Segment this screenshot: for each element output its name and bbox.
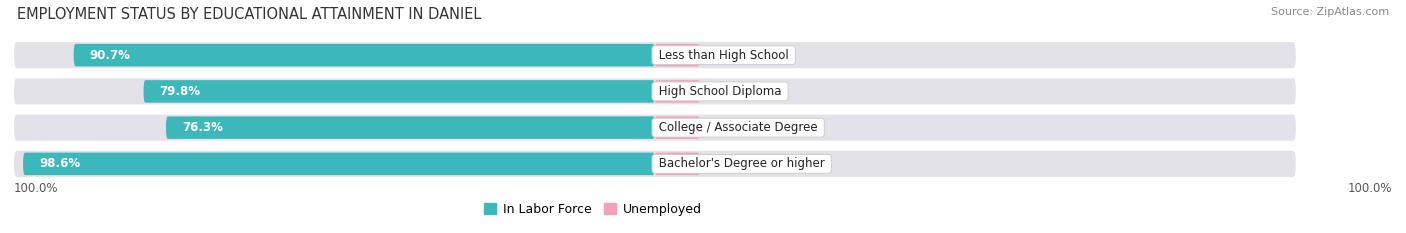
Text: College / Associate Degree: College / Associate Degree [655, 121, 821, 134]
FancyBboxPatch shape [14, 151, 1296, 177]
FancyBboxPatch shape [14, 42, 1296, 68]
FancyBboxPatch shape [14, 115, 1296, 141]
Legend: In Labor Force, Unemployed: In Labor Force, Unemployed [479, 198, 707, 221]
Text: Bachelor's Degree or higher: Bachelor's Degree or higher [655, 157, 828, 170]
FancyBboxPatch shape [143, 80, 655, 103]
Text: Less than High School: Less than High School [655, 49, 793, 62]
Text: EMPLOYMENT STATUS BY EDUCATIONAL ATTAINMENT IN DANIEL: EMPLOYMENT STATUS BY EDUCATIONAL ATTAINM… [17, 7, 481, 22]
Text: Source: ZipAtlas.com: Source: ZipAtlas.com [1271, 7, 1389, 17]
FancyBboxPatch shape [14, 78, 1296, 104]
Text: 100.0%: 100.0% [14, 182, 59, 195]
Text: 0.0%: 0.0% [710, 49, 740, 62]
Text: 100.0%: 100.0% [1347, 182, 1392, 195]
Text: 76.3%: 76.3% [181, 121, 222, 134]
FancyBboxPatch shape [73, 44, 655, 66]
Text: 0.0%: 0.0% [710, 85, 740, 98]
FancyBboxPatch shape [22, 153, 655, 175]
Text: 79.8%: 79.8% [159, 85, 201, 98]
Text: 98.6%: 98.6% [39, 157, 80, 170]
FancyBboxPatch shape [655, 153, 700, 175]
Text: 0.0%: 0.0% [710, 157, 740, 170]
Text: 90.7%: 90.7% [90, 49, 131, 62]
Text: High School Diploma: High School Diploma [655, 85, 785, 98]
Text: 0.0%: 0.0% [710, 121, 740, 134]
FancyBboxPatch shape [655, 80, 700, 103]
FancyBboxPatch shape [655, 116, 700, 139]
FancyBboxPatch shape [166, 116, 655, 139]
FancyBboxPatch shape [655, 44, 700, 66]
